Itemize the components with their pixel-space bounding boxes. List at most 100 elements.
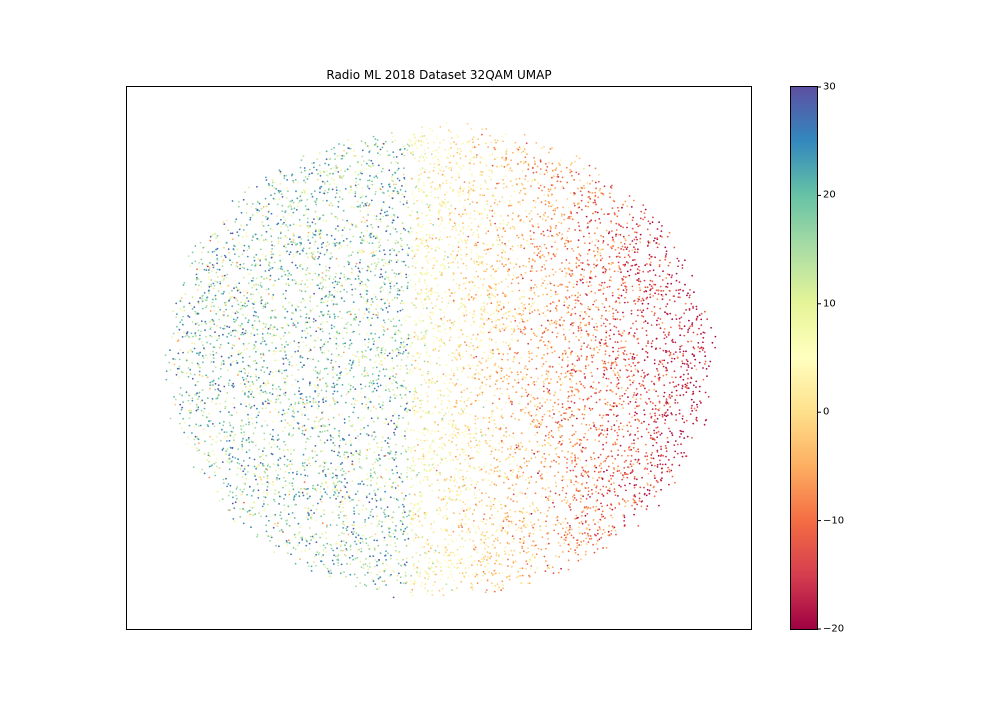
scatter-point <box>262 450 264 453</box>
scatter-point <box>689 381 692 384</box>
scatter-point <box>523 321 526 323</box>
scatter-point <box>595 426 597 429</box>
scatter-point <box>493 146 496 149</box>
scatter-point <box>640 505 643 508</box>
scatter-point <box>376 573 379 576</box>
scatter-point <box>354 399 357 402</box>
scatter-point <box>286 310 289 313</box>
scatter-point <box>596 367 599 370</box>
scatter-point <box>636 328 638 330</box>
scatter-point <box>437 196 440 199</box>
scatter-point <box>255 416 258 419</box>
scatter-point <box>445 182 448 185</box>
scatter-point <box>327 468 330 470</box>
scatter-point <box>309 282 312 285</box>
scatter-point <box>577 408 579 410</box>
scatter-point <box>419 406 421 409</box>
scatter-point <box>362 216 365 219</box>
scatter-point <box>557 426 560 429</box>
scatter-point <box>476 576 479 579</box>
scatter-point <box>392 350 395 353</box>
scatter-point <box>256 483 259 485</box>
scatter-point <box>658 323 660 326</box>
scatter-point <box>313 162 315 164</box>
scatter-point <box>320 450 323 453</box>
scatter-point <box>469 159 471 161</box>
scatter-point <box>289 224 292 227</box>
scatter-point <box>395 477 398 480</box>
scatter-point <box>571 413 573 416</box>
scatter-point <box>231 352 233 355</box>
scatter-point <box>540 201 543 204</box>
scatter-point <box>471 588 474 591</box>
scatter-point <box>306 475 309 477</box>
scatter-point <box>306 399 308 402</box>
scatter-point <box>406 252 409 255</box>
scatter-point <box>339 290 342 293</box>
scatter-point <box>596 529 599 532</box>
scatter-point <box>469 507 472 510</box>
scatter-point <box>401 239 403 242</box>
scatter-point <box>665 450 668 453</box>
scatter-point <box>376 525 379 528</box>
scatter-point <box>318 392 320 395</box>
scatter-point <box>571 247 573 250</box>
scatter-point <box>610 477 613 480</box>
scatter-point <box>449 291 452 294</box>
scatter-point <box>277 189 280 192</box>
scatter-point <box>509 448 512 450</box>
scatter-point <box>243 501 245 504</box>
scatter-point <box>433 453 435 455</box>
scatter-point <box>537 519 540 521</box>
scatter-point <box>317 337 319 339</box>
scatter-point <box>531 451 533 454</box>
scatter-point <box>491 209 494 212</box>
scatter-point <box>461 352 464 355</box>
scatter-point <box>593 263 595 266</box>
scatter-point <box>424 542 427 545</box>
scatter-point <box>262 458 265 461</box>
scatter-point <box>316 403 319 406</box>
scatter-point <box>239 324 242 327</box>
scatter-point <box>253 256 255 259</box>
scatter-point <box>404 539 406 541</box>
scatter-point <box>293 393 296 396</box>
scatter-point <box>344 401 347 404</box>
scatter-point <box>675 413 677 416</box>
scatter-point <box>199 471 202 474</box>
scatter-point <box>491 321 493 323</box>
scatter-point <box>393 422 395 425</box>
scatter-point <box>512 212 514 215</box>
scatter-point <box>485 164 488 167</box>
scatter-point <box>412 565 415 567</box>
scatter-point <box>286 179 288 181</box>
scatter-point <box>250 494 253 497</box>
scatter-point <box>483 278 485 280</box>
scatter-point <box>357 277 360 280</box>
scatter-point <box>189 349 192 352</box>
scatter-point <box>457 321 460 324</box>
scatter-point <box>339 545 342 547</box>
scatter-point <box>247 464 250 467</box>
scatter-point <box>309 535 312 538</box>
scatter-point <box>213 425 216 428</box>
scatter-point <box>206 423 209 426</box>
scatter-point <box>662 331 665 334</box>
scatter-point <box>302 402 304 405</box>
scatter-point <box>411 588 414 591</box>
scatter-point <box>364 574 366 576</box>
scatter-point <box>367 568 370 571</box>
scatter-point <box>459 192 461 195</box>
scatter-point <box>636 392 639 395</box>
scatter-point <box>671 475 674 478</box>
scatter-point <box>213 250 216 253</box>
scatter-point <box>686 363 688 365</box>
scatter-point <box>374 559 377 561</box>
scatter-point <box>276 525 279 527</box>
scatter-point <box>543 194 545 197</box>
scatter-point <box>294 548 297 551</box>
scatter-point <box>281 223 284 226</box>
scatter-point <box>220 362 223 364</box>
scatter-point <box>581 515 583 517</box>
scatter-point <box>244 299 247 301</box>
